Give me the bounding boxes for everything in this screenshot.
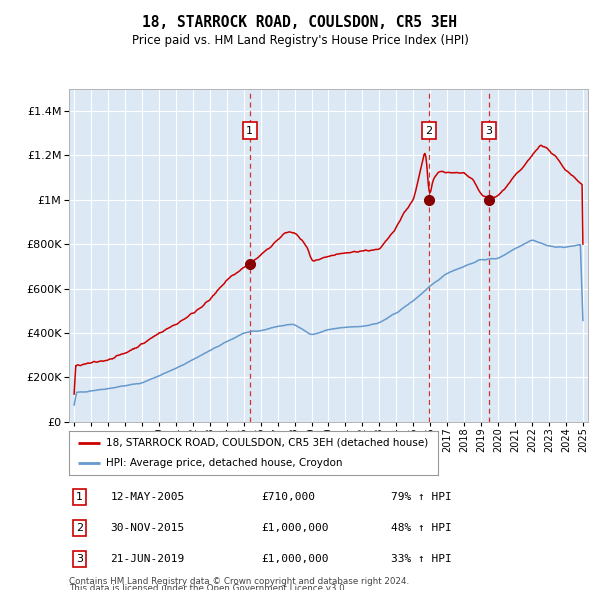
Text: 21-JUN-2019: 21-JUN-2019 <box>110 554 185 564</box>
Text: HPI: Average price, detached house, Croydon: HPI: Average price, detached house, Croy… <box>106 458 343 468</box>
Text: £1,000,000: £1,000,000 <box>261 523 329 533</box>
Text: £1,000,000: £1,000,000 <box>261 554 329 564</box>
Text: 12-MAY-2005: 12-MAY-2005 <box>110 492 185 502</box>
Text: 79% ↑ HPI: 79% ↑ HPI <box>391 492 452 502</box>
Text: 30-NOV-2015: 30-NOV-2015 <box>110 523 185 533</box>
Text: 3: 3 <box>485 126 493 136</box>
Text: Price paid vs. HM Land Registry's House Price Index (HPI): Price paid vs. HM Land Registry's House … <box>131 34 469 47</box>
Text: 1: 1 <box>247 126 253 136</box>
Text: 18, STARROCK ROAD, COULSDON, CR5 3EH: 18, STARROCK ROAD, COULSDON, CR5 3EH <box>143 15 458 30</box>
Text: 48% ↑ HPI: 48% ↑ HPI <box>391 523 452 533</box>
Text: 2: 2 <box>76 523 83 533</box>
Text: 18, STARROCK ROAD, COULSDON, CR5 3EH (detached house): 18, STARROCK ROAD, COULSDON, CR5 3EH (de… <box>106 438 428 448</box>
Text: 2: 2 <box>425 126 433 136</box>
Text: This data is licensed under the Open Government Licence v3.0.: This data is licensed under the Open Gov… <box>69 584 347 590</box>
Text: Contains HM Land Registry data © Crown copyright and database right 2024.: Contains HM Land Registry data © Crown c… <box>69 577 409 586</box>
Text: £710,000: £710,000 <box>261 492 315 502</box>
Text: 1: 1 <box>76 492 83 502</box>
Text: 33% ↑ HPI: 33% ↑ HPI <box>391 554 452 564</box>
Text: 3: 3 <box>76 554 83 564</box>
